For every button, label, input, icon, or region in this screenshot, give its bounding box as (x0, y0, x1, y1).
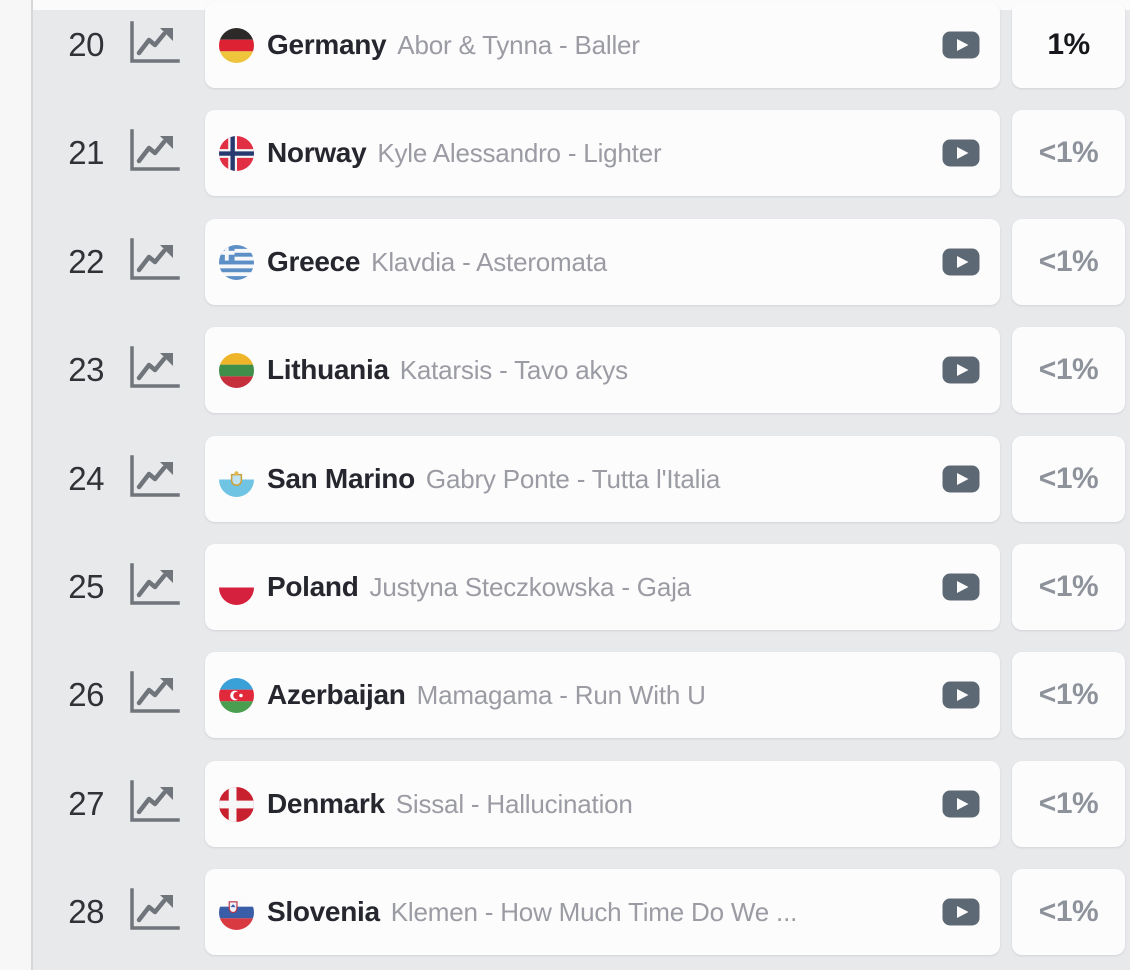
country-card[interactable]: Greece Klavdia - Asteromata (205, 219, 1000, 305)
trend-chart-button[interactable] (122, 2, 186, 88)
percent-card: <1% (1012, 436, 1125, 522)
country-name: Lithuania (267, 354, 389, 385)
youtube-play-button[interactable] (942, 139, 980, 167)
trend-chart-button[interactable] (122, 219, 186, 305)
ranking-row: 27 Denmark Sissal - Hallucination <1% (0, 761, 1130, 847)
flag-azerbaijan-icon (219, 677, 254, 713)
flag-san-marino-icon (219, 461, 254, 497)
flag-germany-icon (219, 27, 254, 63)
line-chart-icon (127, 128, 181, 179)
country-name: Greece (267, 246, 361, 277)
trend-chart-button[interactable] (122, 327, 186, 413)
ranking-row: 20 Germany Abor & Tynna - Baller 1% (0, 2, 1130, 88)
rank-number: 23 (68, 351, 104, 388)
artist-song: Justyna Steczkowska - Gaja (369, 571, 692, 602)
percent-card: 1% (1012, 2, 1125, 88)
country-name: Germany (267, 29, 387, 60)
trend-chart-button[interactable] (122, 436, 186, 522)
artist-song: Katarsis - Tavo akys (399, 354, 628, 385)
country-card[interactable]: Germany Abor & Tynna - Baller (205, 2, 1000, 88)
ranking-row: 28 Slovenia Klemen - How Much Time Do We… (0, 869, 1130, 955)
youtube-play-button[interactable] (942, 790, 980, 818)
artist-song: Klemen - How Much Time Do We ... (390, 896, 798, 927)
ranking-row: 22 Greece Klavdia - Asteromata <1% (0, 219, 1130, 305)
flag-norway-icon (219, 135, 254, 171)
country-name: Azerbaijan (267, 679, 406, 710)
percent-card: <1% (1012, 761, 1125, 847)
flag-slovenia-icon (219, 894, 254, 930)
ranking-row: 24 San Marino Gabry Ponte - Tutta l'Ital… (0, 436, 1130, 522)
ranking-row: 26 Azerbaijan Mamagama - Run With U <1 (0, 652, 1130, 738)
country-name: Denmark (267, 788, 385, 819)
artist-song: Kyle Alessandro - Lighter (377, 137, 662, 168)
youtube-play-button[interactable] (942, 465, 980, 493)
country-card[interactable]: Lithuania Katarsis - Tavo akys (205, 327, 1000, 413)
country-card[interactable]: Slovenia Klemen - How Much Time Do We ..… (205, 869, 1000, 955)
percent-card: <1% (1012, 110, 1125, 196)
rank-number: 28 (68, 893, 104, 930)
youtube-play-button[interactable] (942, 573, 980, 601)
rank-number: 27 (68, 785, 104, 822)
youtube-play-button[interactable] (942, 898, 980, 926)
trend-chart-button[interactable] (122, 652, 186, 738)
youtube-play-button[interactable] (942, 681, 980, 709)
country-card[interactable]: Norway Kyle Alessandro - Lighter (205, 110, 1000, 196)
line-chart-icon (127, 779, 181, 830)
country-name: Poland (267, 571, 359, 602)
trend-chart-button[interactable] (122, 761, 186, 847)
line-chart-icon (127, 237, 181, 288)
percent-card: <1% (1012, 869, 1125, 955)
country-card[interactable]: Denmark Sissal - Hallucination (205, 761, 1000, 847)
trend-chart-button[interactable] (122, 869, 186, 955)
artist-song: Abor & Tynna - Baller (397, 29, 640, 60)
percent-card: <1% (1012, 652, 1125, 738)
line-chart-icon (127, 20, 181, 71)
trend-chart-button[interactable] (122, 544, 186, 630)
artist-song: Klavdia - Asteromata (371, 246, 608, 277)
line-chart-icon (127, 887, 181, 938)
line-chart-icon (127, 670, 181, 721)
line-chart-icon (127, 454, 181, 505)
ranking-row: 25 Poland Justyna Steczkowska - Gaja < (0, 544, 1130, 630)
ranking-row: 23 Lithuania Katarsis - Tavo akys <1% (0, 327, 1130, 413)
rank-number: 22 (68, 243, 104, 280)
flag-greece-icon (219, 244, 254, 280)
rank-number: 26 (68, 676, 104, 713)
country-name: San Marino (267, 463, 415, 494)
line-chart-icon (127, 562, 181, 613)
youtube-play-button[interactable] (942, 31, 980, 59)
percent-card: <1% (1012, 327, 1125, 413)
rank-number: 20 (68, 26, 104, 63)
percent-card: <1% (1012, 544, 1125, 630)
left-rail (0, 0, 33, 970)
flag-poland-icon (219, 569, 254, 605)
country-card[interactable]: Poland Justyna Steczkowska - Gaja (205, 544, 1000, 630)
trend-chart-button[interactable] (122, 110, 186, 196)
flag-denmark-icon (219, 786, 254, 822)
artist-song: Sissal - Hallucination (395, 788, 633, 819)
youtube-play-button[interactable] (942, 248, 980, 276)
artist-song: Gabry Ponte - Tutta l'Italia (425, 463, 721, 494)
artist-song: Mamagama - Run With U (416, 679, 706, 710)
country-card[interactable]: San Marino Gabry Ponte - Tutta l'Italia (205, 436, 1000, 522)
percent-card: <1% (1012, 219, 1125, 305)
youtube-play-button[interactable] (942, 356, 980, 384)
flag-lithuania-icon (219, 352, 254, 388)
country-card[interactable]: Azerbaijan Mamagama - Run With U (205, 652, 1000, 738)
line-chart-icon (127, 345, 181, 396)
country-name: Slovenia (267, 896, 380, 927)
country-name: Norway (267, 137, 367, 168)
rank-number: 21 (68, 134, 104, 171)
rank-number: 24 (68, 460, 104, 497)
ranking-row: 21 Norway Kyle Alessandro - Lighter <1 (0, 110, 1130, 196)
rank-number: 25 (68, 568, 104, 605)
